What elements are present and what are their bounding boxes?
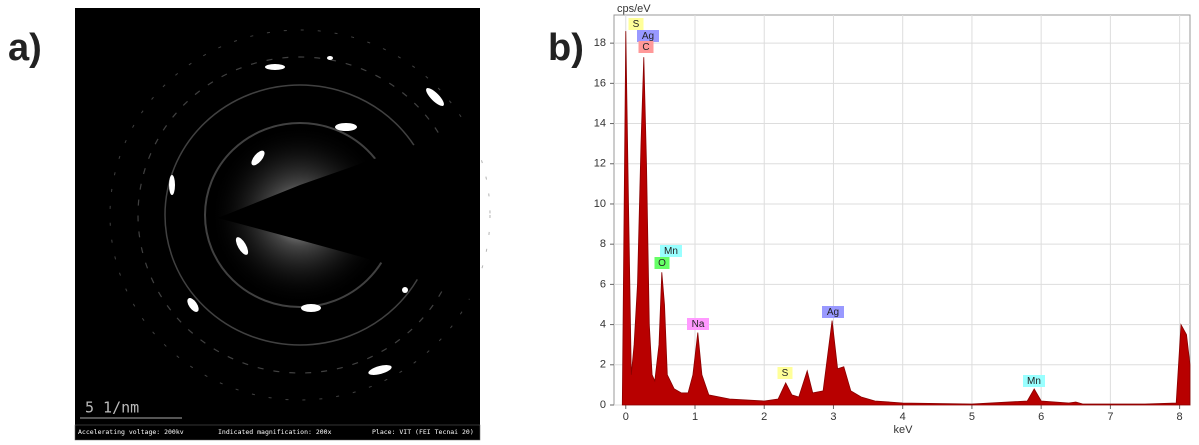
x-tick-label: 0: [623, 411, 629, 423]
y-tick-label: 2: [600, 359, 606, 371]
x-tick-label: 1: [692, 411, 698, 423]
diffraction-image: 5 1/nm Accelerating voltage: 200kv Indic…: [74, 8, 491, 441]
peak-label-box: [638, 41, 654, 53]
image-footer: Indicated magnification: 200x: [218, 428, 332, 436]
y-axis-label: cps/eV: [617, 3, 651, 15]
x-tick-label: 3: [830, 411, 836, 423]
y-tick-label: 8: [600, 238, 606, 250]
x-tick-label: 5: [969, 411, 975, 423]
peak-label-box: [777, 367, 793, 379]
peak-label-box: [1023, 375, 1045, 387]
image-footer: Accelerating voltage: 200kv: [78, 428, 184, 436]
peak-label: C: [642, 42, 649, 53]
peak-label: Ag: [827, 307, 839, 318]
y-tick-label: 18: [594, 37, 606, 49]
panel-label: b): [548, 27, 584, 69]
x-tick-label: 4: [900, 411, 906, 423]
peak-label: Mn: [664, 246, 678, 257]
y-tick-label: 6: [600, 278, 606, 290]
peak-label: S: [782, 368, 789, 379]
peak-label-box: [628, 18, 644, 30]
plot-area: [613, 14, 1191, 406]
x-axis-label: keV: [894, 424, 914, 436]
spectrum: [621, 31, 1191, 406]
x-tick-label: 7: [1107, 411, 1113, 423]
peak-label: Na: [692, 319, 705, 330]
peak-label-box: [654, 257, 670, 269]
peak-label: S: [633, 19, 640, 30]
panel-label: a): [8, 27, 42, 69]
x-tick-label: 8: [1177, 411, 1183, 423]
y-tick-label: 16: [594, 77, 606, 89]
peak-label-box: [822, 306, 844, 318]
y-tick-label: 14: [594, 117, 606, 129]
x-tick-label: 2: [761, 411, 767, 423]
peak-label-box: [687, 318, 709, 330]
peak-label: O: [658, 258, 666, 269]
x-tick-label: 6: [1038, 411, 1044, 423]
peak-label: Mn: [1027, 376, 1041, 387]
peak-label-box: [637, 30, 659, 42]
peak-label-box: [660, 245, 682, 257]
y-tick-label: 4: [600, 318, 606, 330]
scale-bar-label: 5 1/nm: [85, 399, 139, 417]
image-footer: Place: VIT (FEI Tecnai 20): [372, 428, 474, 436]
y-tick-label: 0: [600, 399, 606, 411]
peak-label: Ag: [642, 31, 654, 42]
y-tick-label: 12: [594, 158, 606, 170]
y-tick-label: 10: [594, 198, 606, 210]
